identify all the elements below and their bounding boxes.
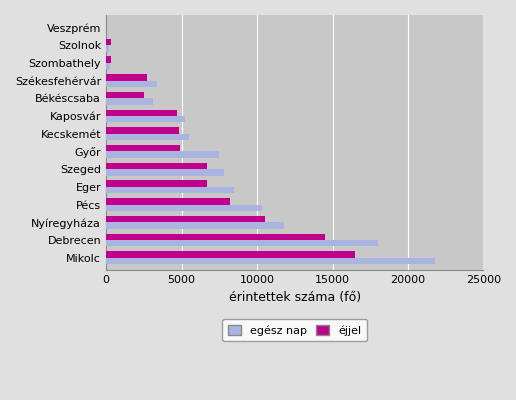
Bar (106, 240, 378, 246)
Bar (106, 251, 355, 258)
Bar (106, 45, 109, 52)
Bar (106, 258, 435, 264)
Bar (106, 180, 207, 187)
Bar (106, 216, 265, 222)
Bar (106, 204, 262, 211)
Bar (106, 63, 110, 69)
Bar (106, 134, 189, 140)
Bar (106, 39, 111, 45)
Bar (106, 234, 325, 240)
Bar (106, 74, 147, 80)
Bar (106, 198, 230, 204)
X-axis label: érintettek száma (fő): érintettek száma (fő) (229, 290, 361, 304)
Bar (106, 116, 185, 122)
Bar (106, 80, 157, 87)
Legend: egész nap, éjjel: egész nap, éjjel (222, 319, 367, 341)
Bar (106, 152, 219, 158)
Bar (106, 56, 111, 63)
Bar (106, 222, 284, 229)
Bar (106, 169, 224, 176)
Bar (106, 92, 144, 98)
Bar (106, 187, 234, 193)
Bar (106, 110, 177, 116)
Bar (106, 163, 207, 169)
Bar (106, 98, 153, 105)
Bar (106, 145, 180, 152)
Bar (106, 127, 179, 134)
